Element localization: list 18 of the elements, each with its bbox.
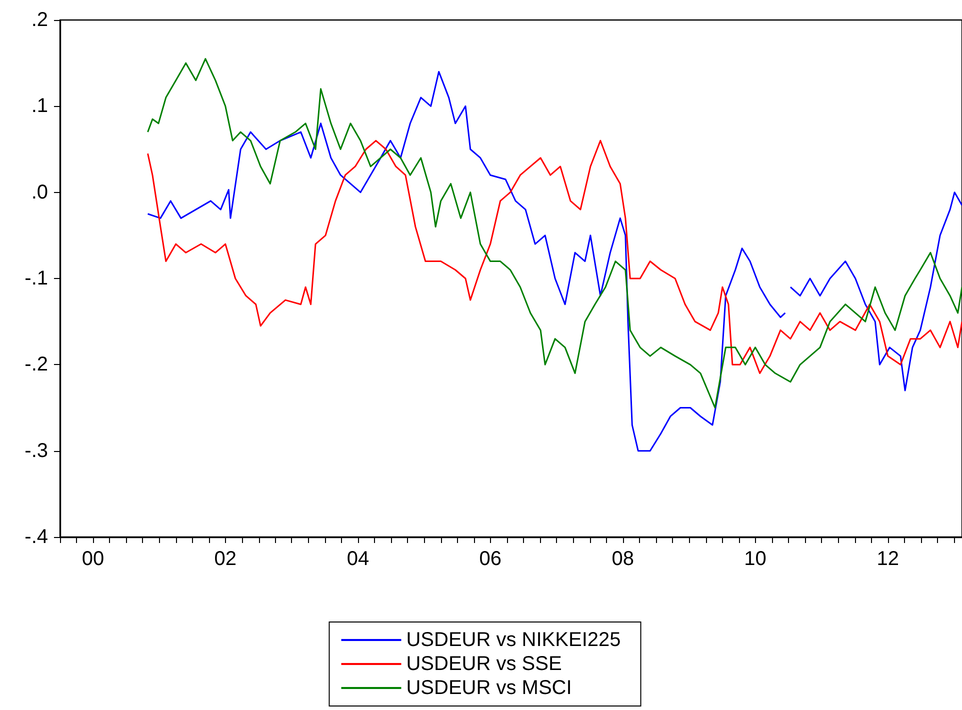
legend-label: USDEUR vs NIKKEI225 [406, 629, 621, 651]
x-tick-label: 00 [82, 548, 104, 570]
legend-label: USDEUR vs MSCI [406, 677, 572, 699]
x-tick-label: 08 [612, 548, 634, 570]
y-tick-label: -.4 [24, 526, 48, 548]
x-tick-label: 02 [214, 548, 237, 570]
x-tick-label: 04 [346, 548, 370, 570]
y-tick-label: .2 [31, 9, 48, 31]
x-tick-label: 10 [744, 548, 766, 570]
x-tick-label: 12 [876, 548, 899, 570]
line-series [147, 140, 962, 374]
x-tick-label: 06 [479, 548, 502, 570]
y-tick-label: .0 [31, 181, 48, 204]
legend-label: USDEUR vs SSE [406, 653, 562, 675]
y-tick-label: -.2 [24, 354, 48, 376]
y-tick-label: -.3 [24, 440, 48, 462]
y-tick-label: .1 [31, 95, 48, 118]
y-tick-label: -.1 [24, 268, 48, 290]
